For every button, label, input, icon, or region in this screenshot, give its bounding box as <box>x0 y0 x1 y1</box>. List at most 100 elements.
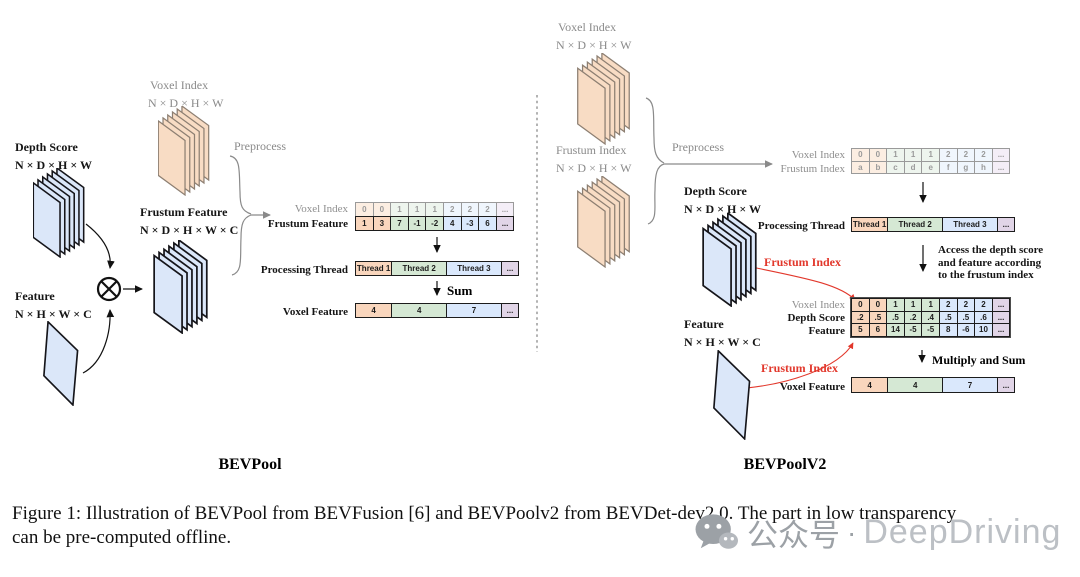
right-feature-dims: N × H × W × C <box>684 335 761 349</box>
table-cell: d <box>903 160 923 174</box>
table-cell: Thread 1 <box>851 217 889 232</box>
table-cell: h <box>974 160 993 174</box>
table-cell: 2 <box>956 298 976 312</box>
table-cell: ... <box>991 148 1011 162</box>
table-cell: 0 <box>851 148 870 162</box>
right-index-frustum-table: 0 0 1 1 1 2 2 2... a b c d e f g h... <box>851 148 1011 174</box>
right-preprocess-label: Preprocess <box>672 140 724 154</box>
table-cell: 5 <box>851 323 870 337</box>
feature-plane <box>43 321 79 406</box>
left-depth-score-label: Depth Score <box>15 140 78 154</box>
right-table-voxel-index-row: 0 0 1 1 1 2 2 2... <box>851 298 1011 312</box>
table-cell: 0 <box>851 298 870 312</box>
table-cell: ... <box>991 298 1011 312</box>
right-flow-arrows <box>918 182 927 363</box>
table-cell: 14 <box>886 323 905 337</box>
table-cell: .2 <box>851 310 870 324</box>
table-cell: 2 <box>460 202 480 217</box>
figure-caption-line2: can be pre-computed offline. <box>12 527 232 548</box>
table-cell: 2 <box>938 148 958 162</box>
table-cell: a <box>851 160 870 174</box>
table-cell: 4 <box>442 216 462 231</box>
frustum-index-annotation: Frustum Index <box>764 255 842 269</box>
table-cell: 1 <box>407 202 427 217</box>
right-frustum-row-label: Frustum Index <box>780 162 845 175</box>
table-cell: .5 <box>956 310 976 324</box>
table-cell: .5 <box>938 310 958 324</box>
wechat-icon <box>695 513 738 549</box>
table-cell: ... <box>996 377 1016 393</box>
table-cell: -2 <box>425 216 444 231</box>
table-cell: f <box>938 160 958 174</box>
table-cell: Thread 2 <box>887 217 944 232</box>
feature-plane <box>713 350 751 440</box>
table-cell: 1 <box>921 148 940 162</box>
watermark: 公众号 · DeepDriving <box>694 510 1061 555</box>
frustum-index-tensor-stack <box>577 176 630 268</box>
left-voxel-index-label: Voxel Index <box>150 78 209 92</box>
table-cell: ... <box>991 323 1011 337</box>
table-cell: ... <box>495 216 515 231</box>
table-cell: 2 <box>478 202 497 217</box>
left-sum-label: Sum <box>447 283 473 298</box>
table-cell: 1 <box>425 202 444 217</box>
table-cell: 1 <box>921 298 940 312</box>
table-cell: 7 <box>942 377 998 393</box>
right-diagram-title: BEVPoolV2 <box>743 456 827 473</box>
left-voxel-feature-row-label: Voxel Feature <box>282 306 348 318</box>
table-cell: ... <box>996 217 1016 232</box>
table-cell: 6 <box>478 216 497 231</box>
right-thread-row-label: Processing Thread <box>757 220 845 232</box>
table-cell: 7 <box>390 216 409 231</box>
table-cell: 2 <box>956 148 976 162</box>
right-feature-label: Feature <box>684 317 724 331</box>
right-frustum-index-label: Frustum Index <box>556 143 627 157</box>
table-cell: -3 <box>460 216 480 231</box>
right-preprocess-brace <box>645 97 773 225</box>
right-gather-table: 0 0 1 1 1 2 2 2... .2.5.5.2.4.5.5.6... 5 6 14 -5 -5… <box>849 297 1012 338</box>
table-cell: 7 <box>446 303 502 318</box>
voxel-index-tensor-stack <box>577 53 630 145</box>
right-depth-score-label: Depth Score <box>684 184 747 198</box>
right-processing-thread-row: Thread 1 Thread 2 Thread 3... <box>851 217 1016 232</box>
table-cell: -6 <box>956 323 976 337</box>
table-cell: Thread 3 <box>942 217 998 232</box>
right-voxel-index-row: 0 0 1 1 1 2 2 2... <box>851 148 1011 162</box>
table-cell: 2 <box>974 148 993 162</box>
left-voxel-index-dims: N × D × H × W <box>148 96 224 110</box>
table-cell: ... <box>991 310 1011 324</box>
table-cell: Thread 3 <box>446 261 502 276</box>
table-cell: 1 <box>355 216 374 231</box>
table-cell: ... <box>991 160 1011 174</box>
table-cell: 4 <box>851 377 889 393</box>
table-cell: b <box>868 160 888 174</box>
table-cell: Thread 2 <box>391 261 448 276</box>
table-cell: 4 <box>355 303 393 318</box>
table-cell: 1 <box>886 148 905 162</box>
table-cell: ... <box>500 261 520 276</box>
table-cell: 2 <box>442 202 462 217</box>
left-preprocess-label: Preprocess <box>234 139 286 153</box>
left-preprocess-brace <box>229 155 271 276</box>
table-cell: c <box>886 160 905 174</box>
left-multiply-arrows <box>82 223 143 374</box>
table-cell: 0 <box>868 298 888 312</box>
table-cell: 1 <box>886 298 905 312</box>
right-table-depth-score-row: .2.5.5.2.4.5.5.6... <box>851 310 1011 324</box>
table-cell: Thread 1 <box>355 261 393 276</box>
table-cell: 2 <box>938 298 958 312</box>
table-cell: 1 <box>903 298 923 312</box>
right-table-feature-label: Feature <box>808 325 845 337</box>
depth-score-tensor-stack <box>33 168 85 258</box>
table-cell: 6 <box>868 323 888 337</box>
watermark-account-text: 公众号 <box>747 518 840 553</box>
left-depth-score-dims: N × D × H × W <box>15 158 92 172</box>
frustum-feature-tensor-stack <box>153 240 208 334</box>
left-diagram-title: BEVPool <box>218 456 282 473</box>
table-cell: 8 <box>938 323 958 337</box>
right-table-depth-label: Depth Score <box>787 312 845 324</box>
table-cell: 10 <box>974 323 993 337</box>
left-voxel-feature-row: 4 4 7... <box>355 303 520 318</box>
left-thread-row-label: Processing Thread <box>260 264 348 276</box>
